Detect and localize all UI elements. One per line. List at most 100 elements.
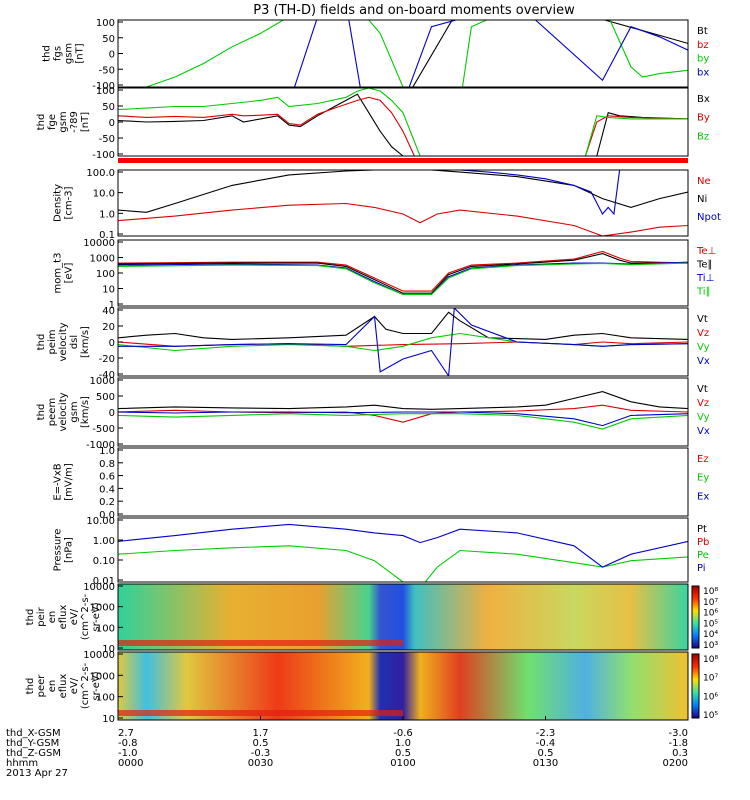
y-tick-label: -1000 (86, 440, 115, 451)
spectrogram-band (118, 710, 403, 716)
legend-By: By (697, 113, 710, 124)
series-line-Bt (412, 20, 688, 87)
legend-Ne: Ne (697, 176, 711, 187)
y-axis-label-line: [cm-3] (64, 186, 75, 219)
series-group (118, 523, 688, 582)
y-tick-label: 40 (102, 306, 115, 317)
y-axis-label: thd fge gsm -?89 [nT] (36, 111, 91, 133)
colorbar (692, 654, 699, 718)
x-tick-label: 0200 (663, 758, 688, 769)
y-axis-label-line: thd (42, 45, 53, 62)
y-axis-label: thd peer en eflux eV/(cm^2-s-sr-eV) (25, 662, 102, 709)
series-line-Vx (118, 308, 688, 376)
y-axis-label-line: gsm (64, 43, 75, 64)
x-row-label: thd_X-GSM (6, 728, 61, 739)
y-tick-label: 100 (96, 623, 115, 634)
series-line-Npot (459, 170, 621, 216)
y-tick-label: -40 (99, 370, 115, 381)
x-tick-label: 0030 (248, 758, 273, 769)
legend-Ni: Ni (697, 194, 707, 205)
spectrogram-band (118, 640, 403, 646)
y-axis-label-line: sr-eV) (91, 602, 102, 631)
legend-Pb: Pb (697, 537, 709, 548)
legend-Ey: Ey (697, 473, 709, 484)
y-axis-label-line: eV/ (69, 608, 80, 625)
y-tick-label: -100 (92, 150, 115, 161)
legend-Bt: Bt (697, 26, 708, 37)
y-tick-label: 10 (102, 714, 115, 725)
x-tick-label: -1.8 (668, 738, 688, 749)
x-tick-label: -0.4 (536, 738, 556, 749)
y-axis-label-line: [nPa] (64, 537, 75, 563)
y-tick-label: 10000 (83, 238, 115, 249)
y-axis-label: Density [cm-3] (53, 184, 75, 222)
figure-title: P3 (TH-D) fields and on-board moments ov… (253, 3, 575, 18)
y-tick-label: 1.0 (99, 209, 115, 220)
series-group (118, 391, 688, 430)
x-row-label: 2013 Apr 27 (6, 768, 68, 779)
y-axis-label-line: peem (47, 398, 58, 426)
y-axis-label-line: sr-eV) (91, 671, 102, 700)
y-tick-label: -50 (99, 65, 115, 76)
panel-pressure: 10.00 1.00 0.10 0.01 Pressure [nPa] Pt Pb Pe Pi (53, 516, 710, 587)
legend-Ti∥: Ti∥ (696, 287, 711, 298)
y-tick-label: 500 (96, 392, 115, 403)
x-tick-label: -1.0 (118, 748, 138, 759)
y-tick-label: 100 (96, 269, 115, 280)
y-axis-label-line: [eV] (64, 263, 75, 284)
y-tick-label: 100 (96, 18, 115, 29)
y-tick-label: 1000 (90, 671, 115, 682)
series-group (145, 20, 688, 87)
series-group (118, 250, 688, 296)
legend-Pe: Pe (697, 550, 709, 561)
y-axis-label-line: Density (53, 184, 64, 222)
y-axis-label-line: -?89 (69, 111, 80, 133)
y-axis-label-line: [km/s] (80, 396, 91, 428)
y-tick-label: 10.0 (93, 189, 115, 200)
y-tick-label: 10 (102, 285, 115, 296)
y-tick-label: 1.0 (99, 446, 115, 457)
legend-Vx: Vx (697, 426, 710, 437)
y-tick-label: 100 (96, 86, 115, 97)
y-tick-label: 10.00 (86, 516, 115, 527)
legend-Te⊥: Te⊥ (696, 246, 716, 257)
x-row-label: hhmm (6, 758, 38, 769)
y-axis-label-line: [mV/m] (64, 463, 75, 501)
x-row-label: thd_Z-GSM (6, 748, 61, 759)
panel-frame (117, 87, 689, 157)
colorbar-tick-label: 10⁶ (703, 692, 718, 702)
y-tick-label: 0.2 (99, 497, 115, 508)
series-line-Vt (118, 391, 688, 410)
panel-peem_vel: 1000 500 0 -500 -1000 thd peem velocity gsm [km/s… (36, 376, 710, 451)
spectrogram-image (118, 584, 688, 650)
series-line-by (145, 20, 688, 87)
panel-frame (117, 583, 689, 651)
panel-frame (117, 169, 689, 237)
y-axis-label-line: peer (36, 674, 47, 698)
y-tick-label: 1.00 (93, 536, 115, 547)
legend-Te∥: Te∥ (696, 260, 713, 271)
y-axis-label-line: eflux (58, 674, 69, 699)
series-line-Te⊥ (118, 250, 688, 292)
panel-temp: 10000 1000 100 10 1 mom_t3 [eV] Te⊥ Te∥ Ti⊥ Ti∥ (53, 238, 717, 311)
legend-Vx: Vx (697, 356, 710, 367)
legend-Vz: Vz (697, 328, 709, 339)
x-tick-label: 1.7 (253, 728, 269, 739)
series-group (118, 88, 688, 156)
series-line-Bx (118, 93, 688, 156)
y-tick-label: 100 (96, 693, 115, 704)
y-tick-label: 20 (102, 322, 115, 333)
y-tick-label: 0.01 (93, 576, 115, 587)
series-line-bx (293, 20, 688, 87)
y-tick-label: 50 (102, 102, 115, 113)
legend-Vt: Vt (697, 314, 708, 325)
y-tick-label: 0 (109, 408, 115, 419)
x-row-label: thd_Y-GSM (6, 738, 59, 749)
legend-Ez: Ez (697, 454, 709, 465)
legend-bx: bx (697, 67, 709, 78)
x-tick-label: 2.7 (118, 728, 134, 739)
y-axis-label-line: peir (36, 606, 47, 626)
y-axis-label-line: gsm (69, 401, 80, 422)
x-tick-label: 0000 (118, 758, 143, 769)
